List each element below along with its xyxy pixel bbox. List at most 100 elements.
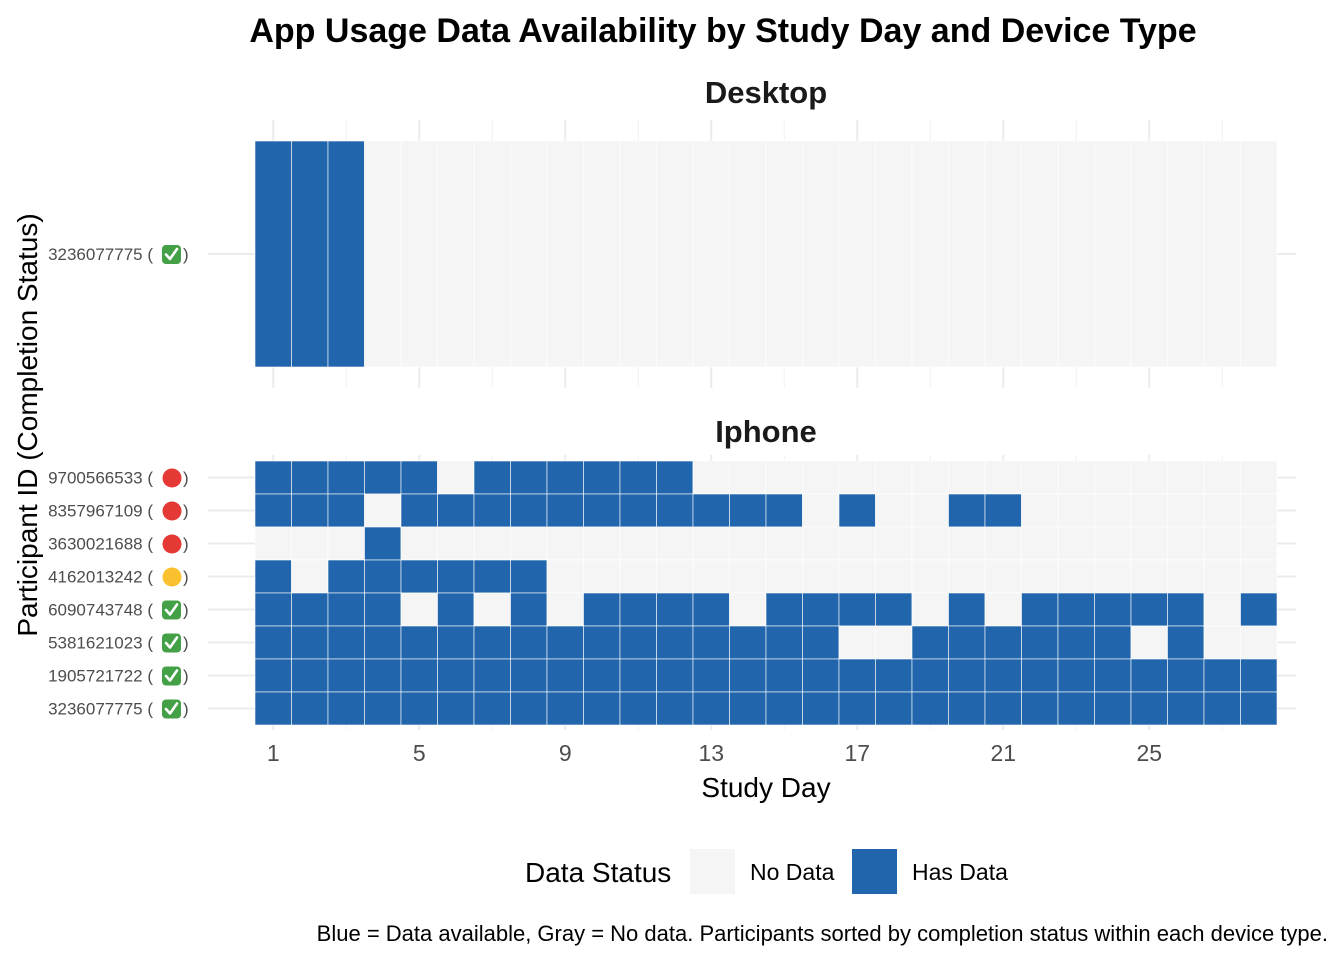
cell-no-data xyxy=(619,559,657,594)
cell-has-data xyxy=(729,658,767,693)
cell-has-data xyxy=(327,493,365,528)
cell-has-data xyxy=(1094,691,1132,726)
cell-has-data xyxy=(327,625,365,660)
cell-no-data xyxy=(911,526,949,561)
cell-no-data xyxy=(765,526,803,561)
cell-has-data xyxy=(619,460,657,495)
cell-no-data xyxy=(838,140,876,368)
cell-no-data xyxy=(1167,526,1205,561)
cell-no-data xyxy=(656,526,694,561)
cell-has-data xyxy=(510,592,548,627)
cell-no-data xyxy=(729,559,767,594)
cell-has-data xyxy=(656,493,694,528)
y-tick-label: 5381621023 () xyxy=(48,633,189,653)
cell-has-data xyxy=(911,625,949,660)
y-tick-label: 9700566533 () xyxy=(48,468,189,488)
cell-no-data xyxy=(1021,559,1059,594)
participant-id: 8357967109 ( xyxy=(48,502,153,521)
cell-has-data xyxy=(254,658,292,693)
cell-no-data xyxy=(1057,140,1095,368)
cell-has-data xyxy=(583,691,621,726)
cell-no-data xyxy=(546,140,584,368)
cell-no-data xyxy=(327,526,365,561)
cell-has-data xyxy=(291,691,329,726)
cell-has-data xyxy=(291,592,329,627)
cell-has-data xyxy=(729,493,767,528)
cell-no-data xyxy=(692,559,730,594)
cell-has-data xyxy=(254,140,292,368)
cell-no-data xyxy=(1094,140,1132,368)
cell-no-data xyxy=(473,140,511,368)
cell-no-data xyxy=(838,625,876,660)
cell-no-data xyxy=(510,140,548,368)
legend-title: Data Status xyxy=(525,857,671,888)
cell-has-data xyxy=(948,493,986,528)
y-tick-close-paren: ) xyxy=(183,245,189,264)
participant-id: 6090743748 ( xyxy=(48,601,153,620)
cell-has-data xyxy=(838,592,876,627)
cell-has-data xyxy=(364,592,402,627)
cell-no-data xyxy=(1167,460,1205,495)
cell-has-data xyxy=(619,493,657,528)
cell-has-data xyxy=(510,691,548,726)
check-mark-icon xyxy=(164,669,179,682)
cell-no-data xyxy=(692,526,730,561)
cell-has-data xyxy=(437,493,475,528)
cell-has-data xyxy=(364,526,402,561)
legend-label-no-data: No Data xyxy=(750,859,835,885)
cell-no-data xyxy=(765,460,803,495)
cell-no-data xyxy=(1021,493,1059,528)
cell-no-data xyxy=(1057,559,1095,594)
cell-has-data xyxy=(546,625,584,660)
cell-has-data xyxy=(364,691,402,726)
cell-has-data xyxy=(1240,691,1278,726)
cell-no-data xyxy=(583,526,621,561)
cell-has-data xyxy=(911,691,949,726)
cell-no-data xyxy=(875,460,913,495)
cell-has-data xyxy=(473,658,511,693)
cell-no-data xyxy=(1167,559,1205,594)
cell-has-data xyxy=(765,691,803,726)
cell-no-data xyxy=(948,559,986,594)
cell-has-data xyxy=(364,658,402,693)
cell-has-data xyxy=(692,493,730,528)
cell-no-data xyxy=(510,526,548,561)
participant-id: 3236077775 ( xyxy=(48,700,153,719)
cell-no-data xyxy=(765,140,803,368)
cell-no-data xyxy=(875,140,913,368)
cell-has-data xyxy=(400,493,438,528)
cell-has-data xyxy=(254,493,292,528)
cell-no-data xyxy=(1057,460,1095,495)
x-tick-label: 17 xyxy=(844,740,870,766)
cell-has-data xyxy=(656,625,694,660)
cell-has-data xyxy=(473,493,511,528)
cell-no-data xyxy=(802,140,840,368)
cell-no-data xyxy=(984,526,1022,561)
legend: Data Status No Data Has Data xyxy=(525,849,1008,894)
cell-no-data xyxy=(291,559,329,594)
cell-no-data xyxy=(802,460,840,495)
cell-no-data xyxy=(948,140,986,368)
cell-has-data xyxy=(1057,592,1095,627)
cell-has-data xyxy=(437,559,475,594)
cell-no-data xyxy=(1094,460,1132,495)
participant-id: 9700566533 ( xyxy=(48,469,153,488)
cell-has-data xyxy=(802,625,840,660)
cell-has-data xyxy=(254,625,292,660)
y-tick-label: 3236077775 () xyxy=(48,245,189,264)
cell-has-data xyxy=(254,559,292,594)
cell-no-data xyxy=(1203,559,1241,594)
cell-no-data xyxy=(948,526,986,561)
x-tick-label: 21 xyxy=(990,740,1016,766)
cell-no-data xyxy=(1057,526,1095,561)
desktop-panel: 3236077775 () xyxy=(48,120,1296,388)
partial-status-icon xyxy=(162,567,182,587)
cell-has-data xyxy=(875,691,913,726)
legend-label-has-data: Has Data xyxy=(912,859,1008,885)
x-axis: 1 5 9 13 17 21 25 xyxy=(267,740,1162,766)
incomplete-status-icon xyxy=(162,501,182,521)
x-tick-label: 9 xyxy=(559,740,572,766)
cell-has-data xyxy=(437,625,475,660)
cell-has-data xyxy=(254,460,292,495)
cell-has-data xyxy=(583,493,621,528)
